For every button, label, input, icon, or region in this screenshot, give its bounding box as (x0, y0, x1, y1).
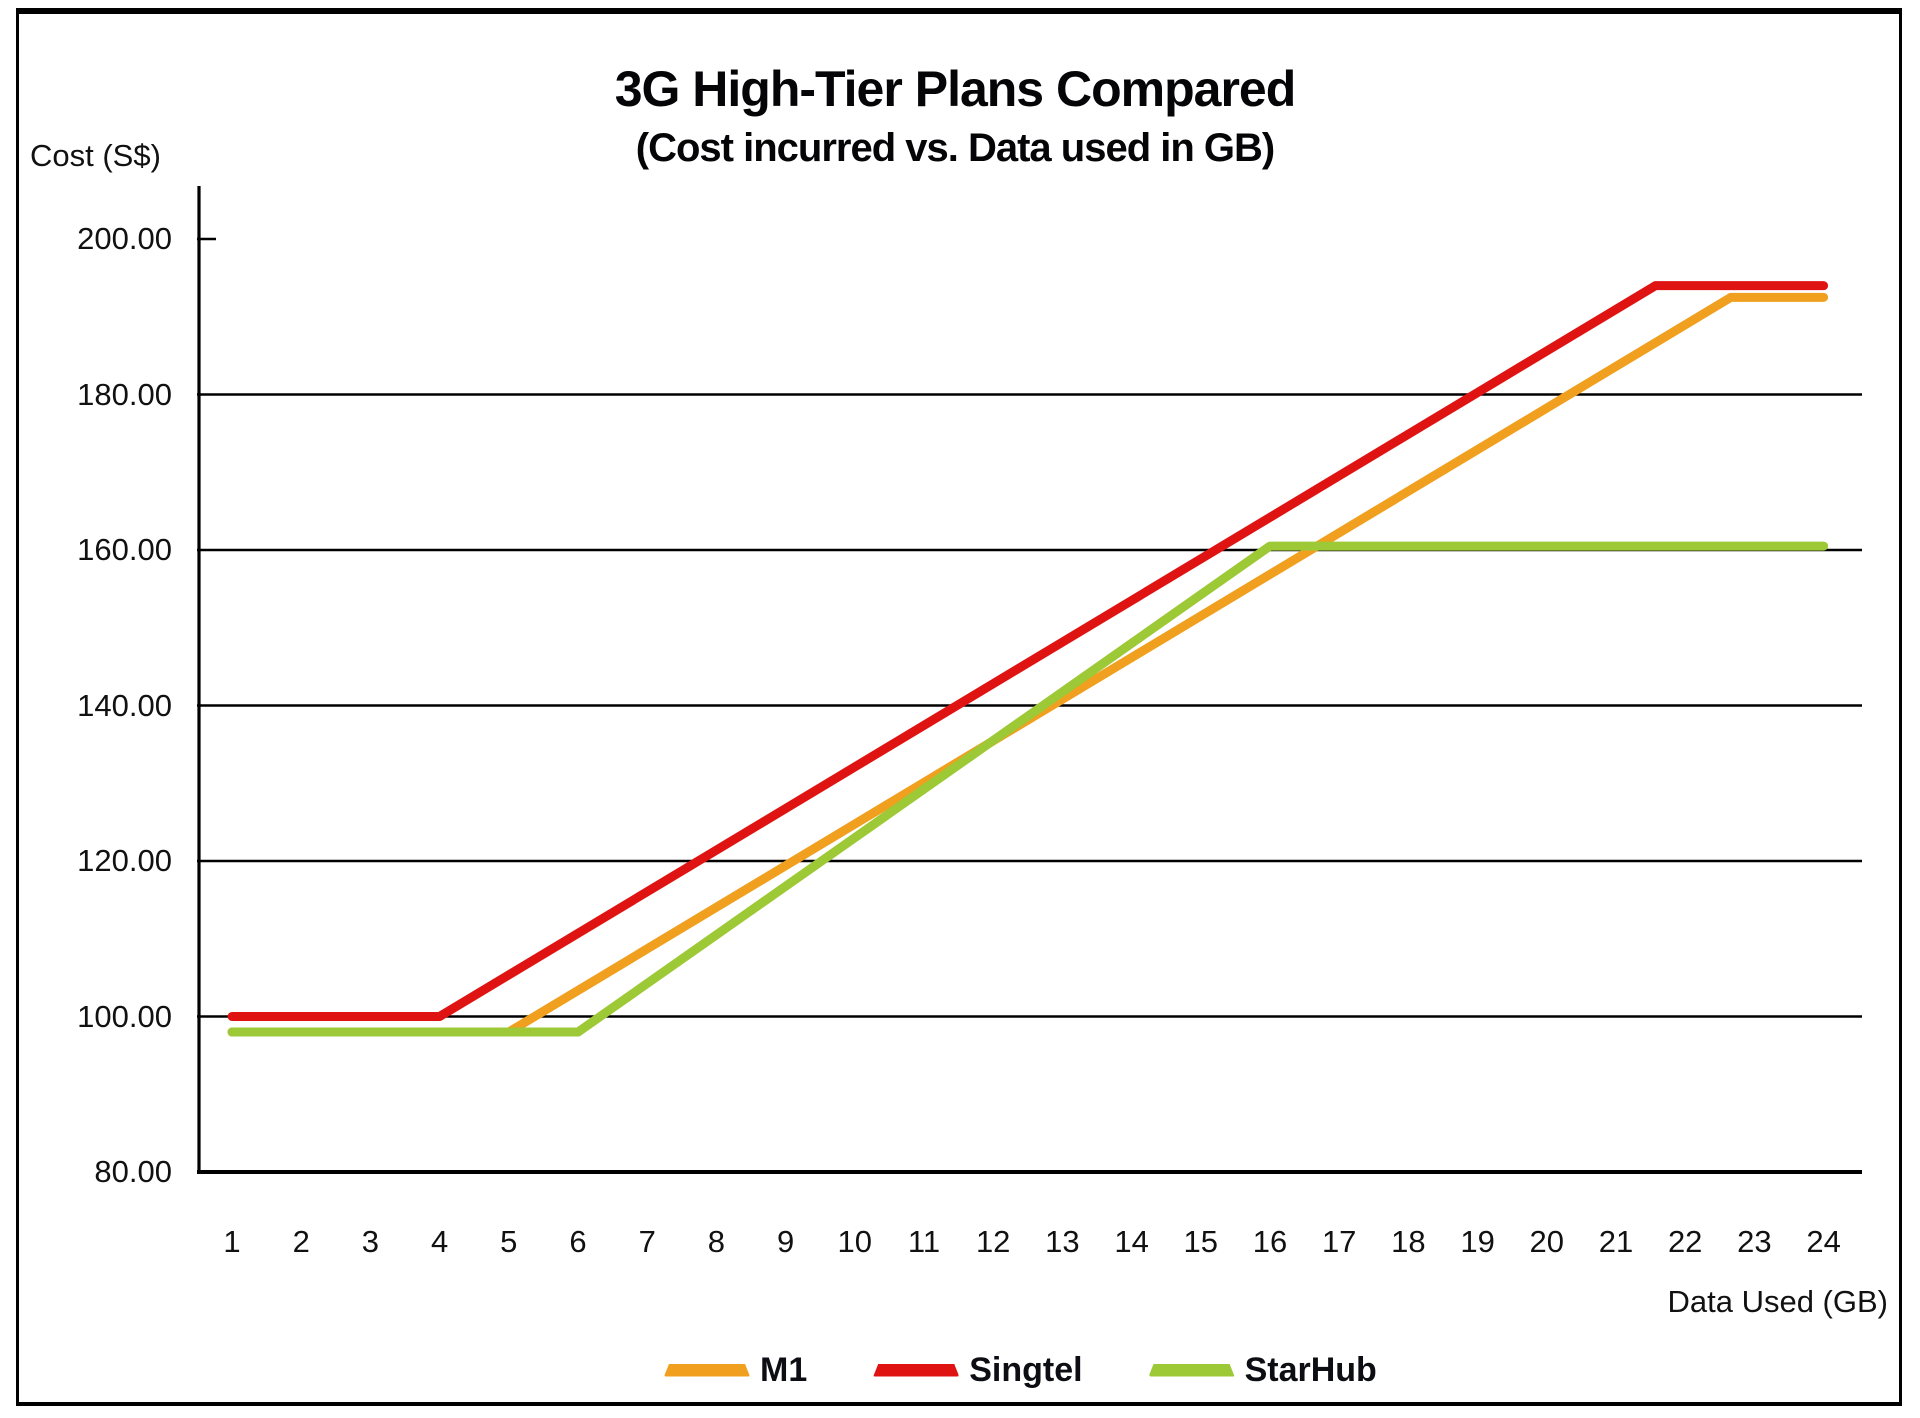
x-tick-label-22: 22 (1667, 1224, 1703, 1259)
x-tick-label-2: 2 (292, 1224, 310, 1259)
y-tick-label-200: 200.00 (77, 221, 172, 256)
x-tick-label-15: 15 (1183, 1224, 1219, 1259)
legend-swatch-starhub (1148, 1363, 1235, 1377)
legend-item-m1: M1 (664, 1351, 807, 1390)
x-tick-label-1: 1 (223, 1224, 241, 1259)
x-tick-label-6: 6 (569, 1224, 587, 1259)
x-tick-label-24: 24 (1806, 1224, 1841, 1259)
y-tick-label-80: 80.00 (94, 1154, 172, 1189)
legend-swatch-m1 (664, 1363, 750, 1377)
x-tick-label-12: 12 (975, 1224, 1011, 1259)
y-tick-label-100: 100.00 (77, 998, 172, 1034)
x-tick-label-7: 7 (638, 1224, 656, 1259)
series-line-starhub (227, 541, 1829, 1037)
x-axis-title: Data Used (GB) (1667, 1284, 1888, 1319)
y-axis-title: Cost (S$) (30, 138, 161, 173)
chart-title: 3G High-Tier Plans Compared (614, 61, 1297, 117)
x-tick-label-20: 20 (1529, 1224, 1565, 1259)
legend-label-starhub: StarHub (1244, 1350, 1377, 1389)
x-tick-label-3: 3 (361, 1224, 380, 1259)
legend-item-starhub: StarHub (1148, 1350, 1377, 1390)
x-tick-label-11: 11 (907, 1224, 941, 1259)
x-tick-label-17: 17 (1321, 1224, 1357, 1259)
y-tick-label-180: 180.00 (77, 376, 172, 412)
y-tick-label-160: 160.00 (77, 532, 172, 567)
series-line-singtel (227, 281, 1829, 1021)
x-tick-label-21: 21 (1598, 1224, 1634, 1259)
x-tick-label-13: 13 (1045, 1224, 1080, 1259)
x-tick-label-16: 16 (1252, 1224, 1288, 1259)
x-tick-label-5: 5 (500, 1224, 518, 1259)
legend-label-singtel: Singtel (969, 1350, 1083, 1389)
x-tick-label-9: 9 (776, 1224, 795, 1259)
x-tick-label-14: 14 (1114, 1224, 1149, 1259)
x-tick-label-18: 18 (1391, 1224, 1426, 1259)
legend-item-singtel: Singtel (873, 1350, 1083, 1390)
legend-label-m1: M1 (760, 1350, 808, 1389)
x-tick-label-19: 19 (1460, 1224, 1495, 1259)
x-tick-label-4: 4 (430, 1224, 449, 1259)
chart-subtitle: (Cost incurred vs. Data used in GB) (635, 126, 1275, 170)
y-tick-label-140: 140.00 (77, 687, 172, 723)
x-tick-label-8: 8 (707, 1224, 726, 1259)
y-tick-label-120: 120.00 (77, 843, 172, 878)
legend-swatch-singtel (873, 1363, 960, 1377)
legend: M1 Singtel StarHub (664, 1344, 1377, 1396)
x-tick-label-23: 23 (1737, 1224, 1772, 1259)
x-tick-label-10: 10 (837, 1224, 873, 1259)
